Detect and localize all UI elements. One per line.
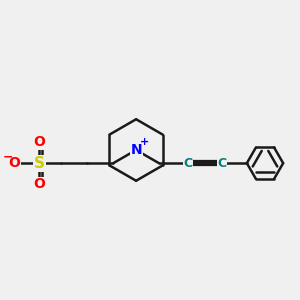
- Text: O: O: [34, 135, 45, 149]
- Text: O: O: [9, 156, 20, 170]
- Text: −: −: [3, 150, 13, 163]
- Text: +: +: [140, 137, 149, 147]
- Text: O: O: [34, 177, 45, 191]
- Text: C: C: [184, 157, 193, 170]
- Text: C: C: [218, 157, 226, 170]
- Text: N: N: [130, 143, 142, 157]
- Text: S: S: [34, 156, 45, 171]
